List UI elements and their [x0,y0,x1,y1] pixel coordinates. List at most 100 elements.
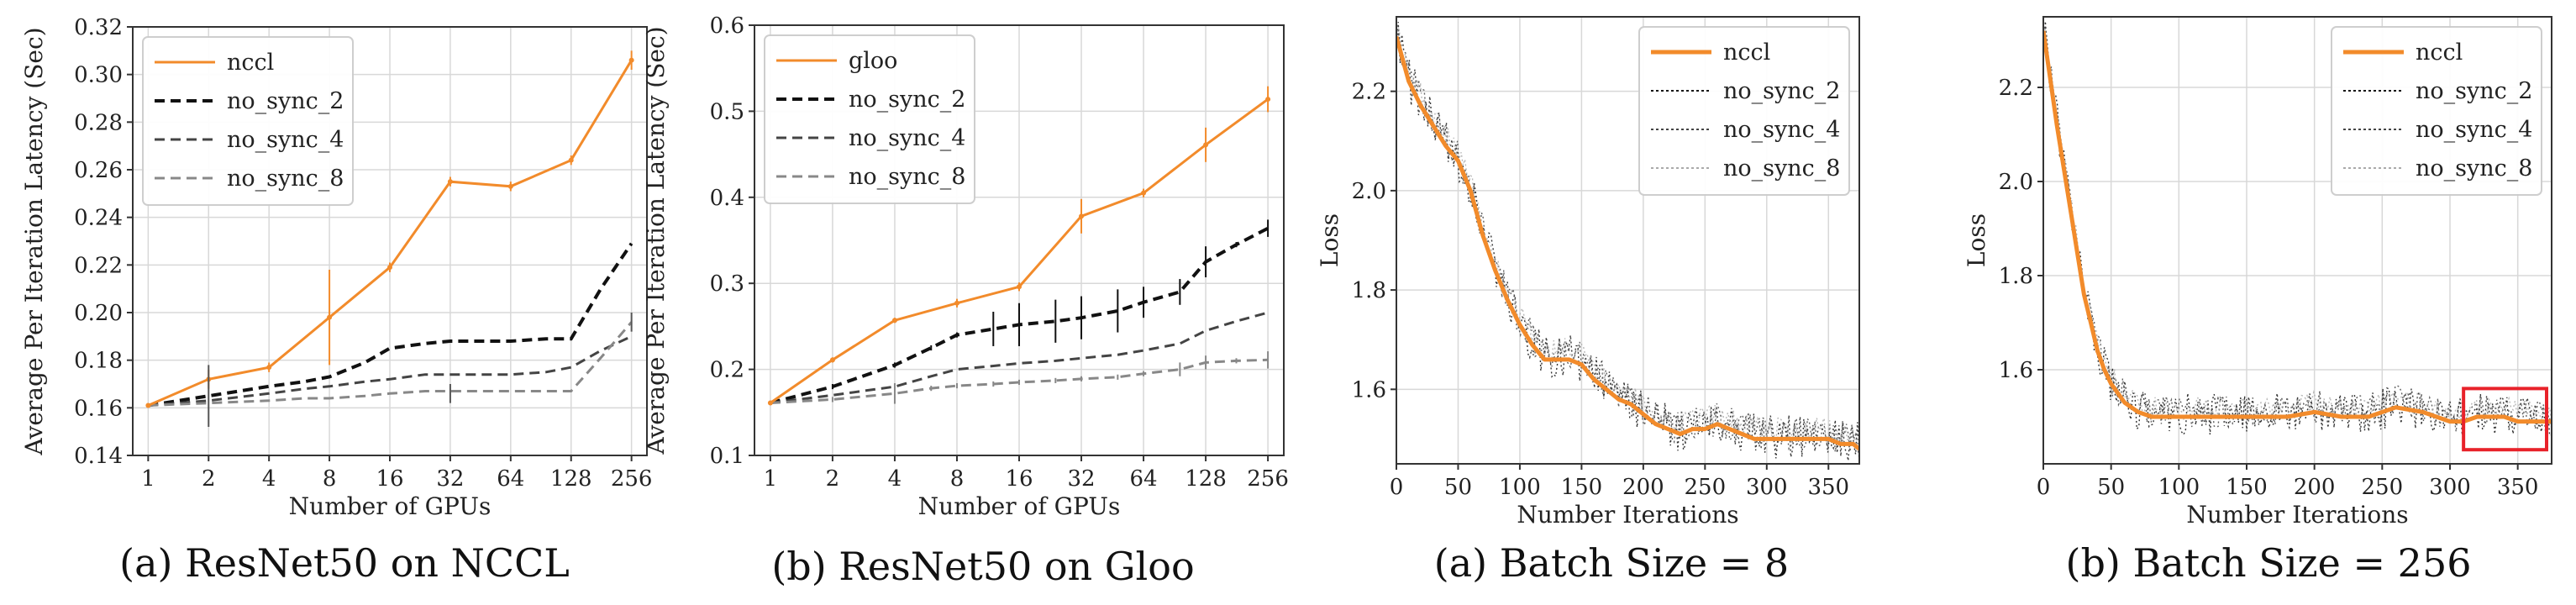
y-tick-label: 1.6 [1999,358,2033,383]
data-point [1141,190,1147,196]
data-point [447,179,453,185]
y-tick-label: 0.2 [710,358,744,383]
data-point [145,402,151,408]
y-axis-label: Average Per Iteration Latency (Sec) [20,27,48,455]
data-point [829,357,835,363]
ticks: 1 2 4 8 16 32 64 128 256 0.1 0.2 0.3 0.4 0.5 0.6 [710,13,1289,492]
x-tick-label: 4 [262,466,276,492]
ticks: 0 50 100 150 200 250 300 350 1.6 1.8 2.0 2.2 [1352,80,1849,500]
x-tick-label: 128 [1185,466,1227,492]
y-tick-label: 2.2 [1352,80,1386,105]
data-point [266,365,272,371]
x-tick-label: 300 [2429,475,2471,500]
legend-label-no-sync-8: no_sync_8 [1723,155,1840,182]
y-tick-label: 0.30 [74,63,123,88]
legend-label-no-sync-2: no_sync_2 [1723,78,1840,104]
x-tick-label: 50 [2097,475,2125,500]
legend-label-no-sync-8: no_sync_8 [849,164,965,190]
caption-batch-size-8: (a) Batch Size = 8 [1434,540,1789,586]
data-point [1079,213,1085,219]
series-no-sync-8-line [770,358,1269,404]
plot-frame [2042,16,2552,465]
legend-label-no-sync-2: no_sync_2 [849,87,965,113]
ticks: 1 2 4 8 16 32 64 128 256 0.14 0.16 0.18 0.20 0.22 0.24… [74,15,652,492]
data-point [507,183,513,189]
legend: gloo no_sync_2 no_sync_4 no_sync_8 [764,34,975,204]
y-tick-label: 0.32 [74,15,123,40]
plot-area [2043,21,2552,436]
y-tick-label: 0.20 [74,301,123,326]
y-tick-label: 2.2 [1999,76,2033,101]
plot-frame [1396,16,1860,465]
legend-label-no-sync-4: no_sync_4 [849,125,965,151]
y-tick-label: 0.14 [74,444,123,469]
x-tick-label: 100 [1499,475,1541,500]
data-point [1017,284,1022,290]
x-tick-label: 300 [1746,475,1788,500]
y-tick-label: 0.4 [710,186,744,211]
x-tick-label: 128 [550,466,592,492]
data-point [568,157,574,163]
y-tick-label: 0.1 [710,444,744,469]
data-point [387,265,392,271]
x-tick-label: 2 [202,466,216,492]
x-axis-label: Number Iterations [1517,501,1738,529]
y-tick-label: 0.22 [74,253,123,278]
legend: nccl no_sync_2 no_sync_4 no_sync_8 [2331,26,2542,196]
x-tick-label: 64 [1130,466,1158,492]
legend-box [142,36,354,206]
y-tick-label: 0.3 [710,271,744,297]
ticks: 0 50 100 150 200 250 300 350 1.6 1.8 2.0 2.2 [1999,76,2539,500]
highlight-box [2462,387,2548,452]
y-tick-label: 0.5 [710,99,744,124]
grid [2042,17,2552,464]
plot-area [1396,21,1859,464]
y-tick-label: 1.6 [1352,377,1386,402]
x-tick-label: 150 [2226,475,2268,500]
y-tick-label: 0.18 [74,349,123,374]
legend-label-no-sync-4: no_sync_4 [227,127,344,153]
x-tick-label: 200 [2294,475,2336,500]
series-no-sync-4-line [770,311,1269,404]
series-no-sync-2-line [148,242,633,408]
y-tick-label: 2.0 [1352,179,1386,204]
legend-label-no-sync-4: no_sync_4 [1723,117,1840,143]
caption-batch-size-256: (b) Batch Size = 256 [2066,540,2472,586]
x-tick-label: 1 [141,466,155,492]
legend: nccl no_sync_2 no_sync_4 no_sync_8 [1638,26,1850,196]
loss-chart-batch-256: 0 50 100 150 200 250 300 350 1.6 1.8 2.0 2.2 Number … [1963,16,2552,529]
x-tick-label: 0 [1390,475,1404,500]
series-no-sync-2-line [770,226,1270,405]
y-axis-label: Loss [1316,213,1343,267]
x-tick-label: 256 [1247,466,1289,492]
latency-chart-gloo: 1 2 4 8 16 32 64 128 256 0.1 0.2 0.3 0.4 0.5 0.6 Number… [642,13,1289,520]
series-no-sync-4-line [148,334,633,407]
plot-frame [132,26,648,456]
legend-label-nccl: nccl [227,50,274,76]
data-point [327,314,333,320]
x-tick-label: 350 [1807,475,1849,500]
legend-label-no-sync-8: no_sync_8 [2416,155,2532,182]
series-no-sync-2-line [1396,21,1859,464]
series-no-sync-8-line [148,321,633,407]
x-tick-label: 32 [436,466,464,492]
x-tick-label: 100 [2158,475,2200,500]
legend-label-nccl: nccl [2416,39,2463,66]
x-tick-label: 2 [826,466,840,492]
legend-label-nccl: nccl [1723,39,1770,66]
legend-box [1638,26,1850,196]
y-tick-label: 0.16 [74,396,123,421]
series-nccl-line [1396,35,1859,451]
y-tick-label: 0.26 [74,158,123,183]
x-tick-label: 8 [950,466,965,492]
legend-box [2331,26,2542,196]
legend-label-no-sync-4: no_sync_4 [2416,117,2532,143]
x-tick-label: 8 [323,466,337,492]
x-tick-label: 250 [1685,475,1727,500]
data-point [891,318,897,324]
series-no-sync-4-line [1396,25,1859,457]
caption-resnet50-gloo: (b) ResNet50 on Gloo [771,544,1194,589]
x-tick-label: 50 [1444,475,1472,500]
x-tick-label: 0 [2037,475,2051,500]
plot-frame [754,24,1285,456]
